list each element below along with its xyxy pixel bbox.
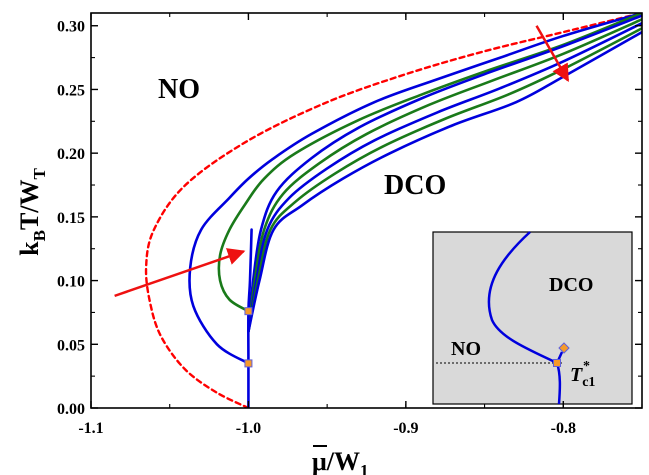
series-line-4-blue (247, 14, 642, 333)
series-line-3-green (217, 13, 642, 313)
y-tick-label: 0.30 (57, 19, 85, 36)
y-axis-title-k: k (15, 241, 44, 256)
region-label-no: NO (158, 74, 200, 105)
series-line-5-green (247, 18, 642, 333)
inset-label-no: NO (451, 338, 481, 360)
y-tick-label: 0.25 (57, 82, 85, 99)
y-tick-label: 0.10 (57, 274, 85, 291)
y-tick-label: 0.05 (57, 337, 85, 354)
series-line-7-green (247, 26, 642, 333)
x-axis-title: μ/W1 (312, 447, 368, 475)
y-axis-title-mid: T/W (15, 179, 44, 230)
y-tick-label: 0.15 (57, 210, 85, 227)
inset-label-tc-sub: c1 (582, 375, 595, 390)
y-tick-label: 0.00 (57, 401, 85, 418)
y-axis-title-sub-t: T (30, 167, 49, 179)
inset-boundary-curve (487, 231, 562, 405)
inset-label-tc-main: T (570, 364, 583, 386)
y-tick-label: 0.20 (57, 146, 85, 163)
critical-point-markers (244, 307, 253, 368)
x-tick-label: -0.9 (393, 420, 418, 437)
critical-point-marker-2 (244, 307, 253, 316)
critical-point-marker-1 (244, 359, 253, 368)
direction-arrow-2 (535, 25, 570, 83)
x-tick-label: -0.8 (551, 420, 576, 437)
axis-ticks: -1.1 -1.0 -0.9 -0.8 0.00 0.05 0.10 0.15 0.20 0.25… (57, 13, 643, 437)
inset-critical-point-square (553, 359, 561, 367)
inset-critical-point-diamond (558, 342, 570, 354)
y-axis-title-sub-b: B (30, 230, 49, 241)
direction-arrow-1 (114, 248, 246, 298)
y-axis-title: kBT/WT (15, 167, 49, 255)
plot-frame (90, 12, 643, 409)
series-line-1-red-dashed (144, 13, 642, 408)
region-label-dco: DCO (384, 170, 446, 201)
direction-arrows (114, 25, 570, 298)
inset-label-tc-star: * (583, 359, 590, 374)
x-axis-title-sub: 1 (360, 461, 369, 475)
inset-panel: DCO NO Tc1 * (432, 231, 633, 405)
series-line-6-blue (247, 21, 642, 333)
x-tick-label: -1.0 (236, 420, 261, 437)
x-axis-title-mu: μ (312, 447, 327, 475)
x-tick-label: -1.1 (78, 420, 103, 437)
x-axis-title-sep: /W (326, 447, 360, 475)
inset-background (432, 231, 633, 405)
inset-label-tc: Tc1 (570, 364, 595, 390)
series-line-8-blue (247, 30, 642, 333)
series-line-2-blue (188, 13, 642, 365)
phase-boundary-curves (144, 13, 642, 408)
inset-label-dco: DCO (549, 274, 593, 296)
